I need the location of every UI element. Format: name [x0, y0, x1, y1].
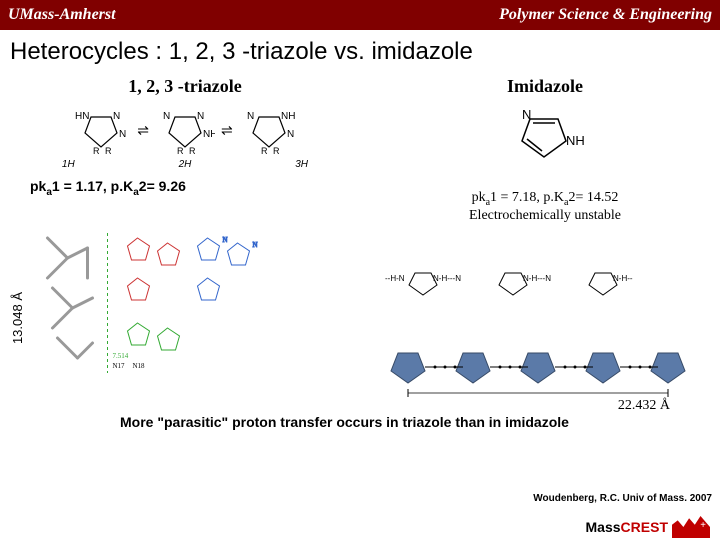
logo-text: MassCREST	[586, 519, 668, 535]
distance-label: 22.432 Å	[618, 398, 670, 414]
lower-row: 13.048 Å	[0, 228, 720, 408]
left-subhead: 1, 2, 3 -triazole	[10, 76, 360, 97]
svg-text:R: R	[177, 146, 184, 155]
slide-title: Heterocycles : 1, 2, 3 -triazole vs. imi…	[0, 30, 720, 70]
svg-text:R: R	[93, 146, 100, 155]
svg-text:R: R	[105, 146, 112, 155]
equilibrium-arrow-icon: ⇌	[137, 123, 149, 140]
svg-text:N: N	[287, 129, 294, 140]
svg-text:NH: NH	[203, 129, 215, 140]
svg-text:N18: N18	[133, 362, 146, 370]
molecular-art-icon: N N 7.514 N17 N18	[29, 228, 346, 378]
column-right: Imidazole N NH pka1 = 7.18, p.Ka2= 14.52…	[360, 70, 710, 224]
right-pka: pka1 = 7.18, p.Ka2= 14.52 Electrochemica…	[380, 190, 710, 224]
svg-text:N: N	[197, 111, 204, 122]
triazole-tautomers: HN N N R R ⇌ N N NH R R ⇌ N NH N	[10, 107, 360, 155]
pentagon-chain-icon	[378, 323, 688, 403]
svg-text:N: N	[522, 107, 531, 122]
vertical-distance-label: 13.048 Å	[10, 292, 25, 344]
column-left: 1, 2, 3 -triazole HN N N R R ⇌ N N NH R …	[10, 70, 360, 224]
svg-text:R: R	[273, 146, 280, 155]
svg-text:N: N	[119, 129, 126, 140]
triazole-1h-icon: HN N N R R	[71, 107, 131, 155]
header-left: UMass-Amherst	[8, 6, 116, 24]
svg-text:HN: HN	[75, 111, 89, 122]
imidazole-icon: N NH	[500, 107, 590, 167]
svg-text:N: N	[163, 111, 170, 122]
triazole-3h-icon: N NH N R R	[239, 107, 299, 155]
tautomer-label-2h: 2H	[179, 159, 192, 170]
molecular-art: N N 7.514 N17 N18	[29, 228, 346, 378]
tautomer-labels: 1H 2H 3H	[10, 159, 360, 170]
hbond-chain-icon: --H-N N-H---N N-H---N N-H--	[383, 253, 683, 303]
svg-text:N: N	[253, 241, 258, 249]
lower-left: 13.048 Å	[10, 228, 346, 408]
equilibrium-arrow-icon: ⇌	[221, 123, 233, 140]
columns: 1, 2, 3 -triazole HN N N R R ⇌ N N NH R …	[0, 70, 720, 224]
svg-text:N: N	[113, 111, 120, 122]
lower-right: --H-N N-H---N N-H---N N-H--	[346, 228, 710, 408]
right-unstable: Electrochemically unstable	[380, 208, 710, 224]
svg-text:N-H--: N-H--	[613, 274, 633, 283]
svg-text:N-H---N: N-H---N	[523, 274, 551, 283]
citation: Woudenberg, R.C. Univ of Mass. 2007	[533, 493, 712, 504]
pentagon-chain: 22.432 Å	[356, 318, 710, 408]
imidazole-structure: N NH	[380, 107, 710, 172]
parasitic-caption: More "parasitic" proton transfer occurs …	[120, 414, 720, 432]
header-bar: UMass-Amherst Polymer Science & Engineer…	[0, 0, 720, 30]
svg-text:N: N	[247, 111, 254, 122]
svg-text:N17: N17	[113, 362, 126, 370]
svg-text:7.514: 7.514	[113, 352, 129, 360]
logo: MassCREST	[586, 516, 710, 538]
right-subhead: Imidazole	[380, 76, 710, 97]
hbond-chain: --H-N N-H---N N-H---N N-H--	[356, 248, 710, 308]
svg-text:R: R	[189, 146, 196, 155]
header-right: Polymer Science & Engineering	[499, 6, 712, 24]
tautomer-label-3h: 3H	[295, 159, 308, 170]
tautomer-label-1h: 1H	[62, 159, 75, 170]
svg-text:NH: NH	[566, 133, 585, 148]
triazole-2h-icon: N N NH R R	[155, 107, 215, 155]
svg-text:N-H---N: N-H---N	[433, 274, 461, 283]
mass-shape-icon	[672, 516, 710, 538]
left-pka: pka1 = 1.17, p.Ka2= 9.26	[30, 178, 360, 198]
svg-text:N: N	[223, 236, 228, 244]
svg-text:NH: NH	[281, 111, 295, 122]
svg-text:R: R	[261, 146, 268, 155]
svg-text:--H-N: --H-N	[385, 274, 405, 283]
